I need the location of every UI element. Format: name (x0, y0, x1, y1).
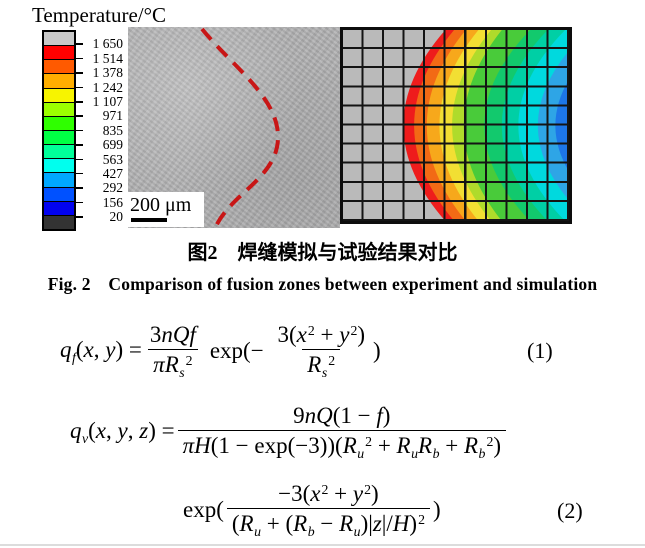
scale-bar-line (131, 218, 167, 222)
colorbar-tick: 1 650 (76, 37, 123, 51)
eq2-frac1-denominator: πH(1 − exp(−3))(Ru2 + RuRb + Rb2) (177, 430, 507, 461)
bottom-divider (0, 544, 645, 546)
fusion-line-overlay (200, 27, 281, 227)
equation-2-number: (2) (557, 498, 583, 523)
colorbar-tick: 427 (76, 167, 123, 181)
fusion-line-dashed (200, 27, 281, 227)
tick-value: 699 (102, 137, 123, 153)
eq1-close-paren: ) (373, 338, 381, 364)
equation-2-line-2: exp( −3(x2 + y2) (Ru + (Rb − Ru)|z|/H)2 … (183, 473, 441, 547)
eq1-fraction-2: 3(x2 + y2) Rs2 (272, 322, 370, 381)
equation-1-number: (1) (527, 338, 553, 363)
colorbar-segment (44, 129, 74, 145)
tick-value: 427 (102, 165, 123, 181)
tick-value: 1 242 (92, 79, 123, 95)
equation-2-line-1: qv(x, y, z) = 9nQ(1 − f) πH(1 − exp(−3))… (70, 394, 509, 470)
mesh-grid (343, 30, 569, 221)
figure-caption-en: Fig. 2 Comparison of fusion zones betwee… (47, 274, 598, 294)
colorbar-segment (44, 158, 74, 173)
colorbar-tick-labels: 1 650 1 514 1 378 1 242 1 107 971 835 69… (76, 37, 123, 224)
colorbar-tick: 835 (76, 123, 123, 137)
colorbar-segment (44, 59, 74, 74)
scale-bar: 200 μm (127, 192, 204, 227)
tick-value: 1 378 (92, 65, 123, 81)
eq2-frac2-numerator: −3(x2 + y2) (278, 480, 379, 506)
eq2-fraction-1: 9nQ(1 − f) πH(1 − exp(−3))(Ru2 + RuRb + … (177, 402, 507, 462)
colorbar-segment (44, 172, 74, 187)
tick-mark (76, 129, 83, 132)
colorbar-tick: 971 (76, 109, 123, 123)
eq1-frac1-numerator: 3nQf (149, 321, 196, 347)
colorbar-segment (44, 186, 74, 201)
tick-mark (76, 158, 83, 161)
colorbar-segment (44, 45, 74, 60)
tick-value: 1 107 (92, 94, 123, 109)
temperature-colorbar (42, 30, 76, 231)
eq1-frac2-numerator: 3(x2 + y2) (277, 321, 366, 347)
tick-mark (76, 144, 83, 146)
tick-value: 1 514 (92, 50, 123, 66)
colorbar-tick: 1 107 (76, 95, 123, 109)
tick-mark (76, 201, 83, 204)
eq2-close-paren: ) (433, 497, 441, 523)
colorbar-segment (44, 144, 74, 159)
eq2-frac2-denominator: (Ru + (Rb − Ru)|z|/H)2 (226, 508, 430, 539)
eq1-frac2-denominator: Rs2 (302, 349, 341, 380)
tick-value: 563 (102, 151, 123, 167)
tick-value: 20 (109, 209, 124, 225)
colorbar-segment (44, 115, 74, 130)
eq1-fraction-1: 3nQf πRs2 (145, 322, 201, 381)
colorbar-tick: 563 (76, 152, 123, 166)
experiment-micrograph: 200 μm (127, 27, 340, 228)
tick-mark (76, 57, 83, 60)
tick-value: 156 (102, 194, 123, 210)
colorbar-tick: 20 (76, 210, 123, 224)
tick-mark (76, 187, 83, 189)
colorbar-segment (44, 101, 74, 116)
eq2-exp: exp( (183, 497, 224, 523)
colorbar-tick: 699 (76, 138, 123, 152)
eq2-lhs: qv(x, y, z) = (70, 417, 175, 446)
eq1-exp: exp(− (209, 338, 270, 364)
simulation-contour (340, 27, 572, 224)
colorbar-tick: 1 514 (76, 51, 123, 65)
tick-mark (76, 172, 83, 175)
tick-mark (76, 101, 83, 103)
eq1-lhs: qf(x, y) = (60, 336, 142, 365)
tick-value: 1 650 (92, 36, 123, 52)
colorbar-segment (44, 73, 74, 88)
tick-value: 835 (102, 122, 123, 138)
colorbar-tick: 292 (76, 181, 123, 195)
tick-mark (76, 115, 83, 117)
eq2-frac1-numerator: 9nQ(1 − f) (293, 402, 391, 428)
colorbar-segment (44, 32, 74, 46)
tick-value: 292 (102, 180, 123, 196)
tick-mark (76, 72, 83, 74)
equation-1: qf(x, y) = 3nQf πRs2 exp(− 3(x2 + y2) Rs… (60, 314, 381, 388)
colorbar-tick: 1 378 (76, 66, 123, 80)
figure-caption-zh: 图2 焊缝模拟与试验结果对比 (187, 242, 458, 264)
colorbar-segment (44, 87, 74, 102)
colorbar-segment (44, 214, 74, 229)
scale-label: 200 μm (130, 194, 192, 216)
tick-mark (76, 43, 83, 45)
eq2-fraction-2: −3(x2 + y2) (Ru + (Rb − Ru)|z|/H)2 (226, 480, 430, 540)
colorbar-title: Temperature/°C (32, 3, 167, 27)
tick-mark (76, 86, 83, 89)
colorbar-segment (44, 200, 74, 215)
tick-mark (76, 216, 83, 218)
eq1-frac1-denominator: πRs2 (148, 349, 198, 380)
tick-value: 971 (102, 108, 123, 124)
colorbar-tick: 1 242 (76, 80, 123, 94)
colorbar-tick: 156 (76, 195, 123, 209)
